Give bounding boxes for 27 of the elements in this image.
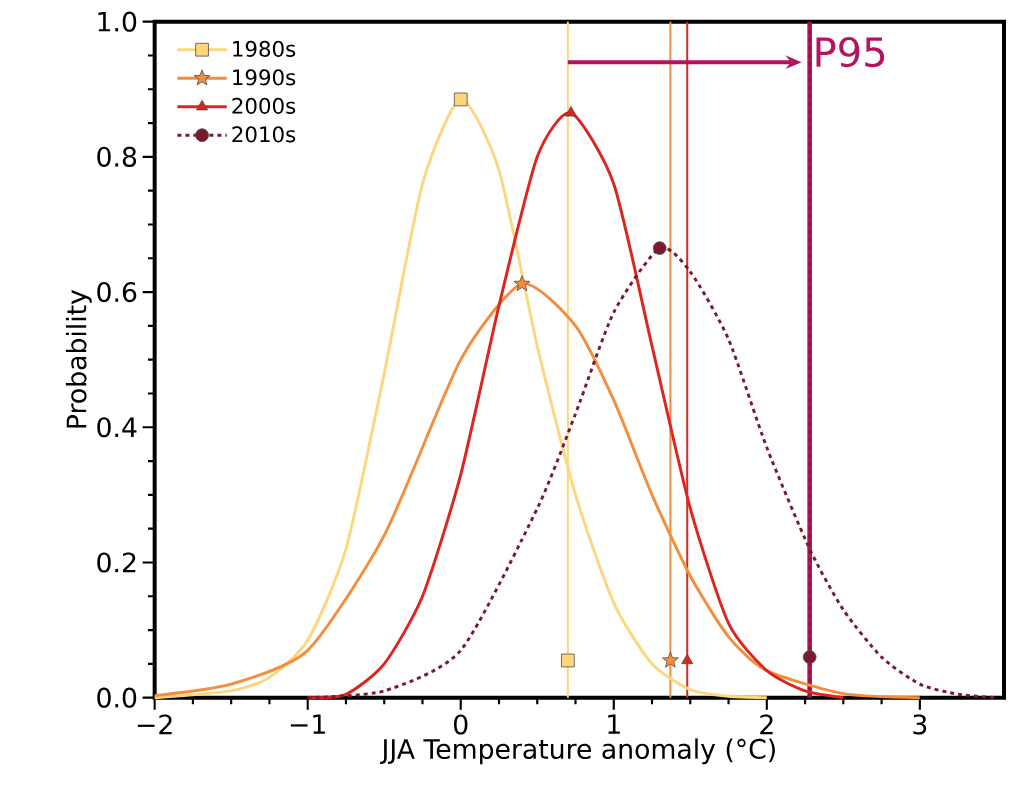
x-axis-title: JJA Temperature anomaly (°C) bbox=[380, 738, 775, 765]
y-tick-label: 0.6 bbox=[97, 281, 137, 303]
y-tick-label: 0.4 bbox=[97, 417, 137, 438]
legend-label: 2000s bbox=[232, 97, 296, 114]
y-tick-label: 0.2 bbox=[97, 552, 136, 573]
x-tick-label: 2 bbox=[760, 714, 773, 735]
y-tick-label: 0.8 bbox=[97, 146, 137, 167]
x-tick-label: −2 bbox=[137, 714, 172, 735]
point bbox=[513, 275, 531, 292]
legend-label: 1980s bbox=[233, 40, 296, 57]
x-tick-label: 0 bbox=[454, 714, 468, 735]
point bbox=[652, 241, 667, 255]
x-tick-label: 3 bbox=[913, 714, 927, 735]
x-tick-label: −1 bbox=[290, 714, 325, 734]
y-tick-label: 0.0 bbox=[97, 687, 137, 708]
point bbox=[681, 653, 694, 665]
x-tick-label: 1 bbox=[608, 714, 620, 734]
ref-line-label: P95 bbox=[816, 36, 885, 68]
y-axis-title: Probability bbox=[65, 289, 92, 428]
point bbox=[561, 653, 575, 668]
legend-label: 2010s bbox=[232, 126, 296, 143]
point bbox=[662, 651, 679, 668]
point bbox=[453, 92, 468, 107]
point bbox=[564, 106, 577, 117]
point bbox=[802, 650, 817, 664]
legend-label: 1990s bbox=[233, 69, 296, 86]
y-tick-label: 1.0 bbox=[98, 11, 137, 32]
